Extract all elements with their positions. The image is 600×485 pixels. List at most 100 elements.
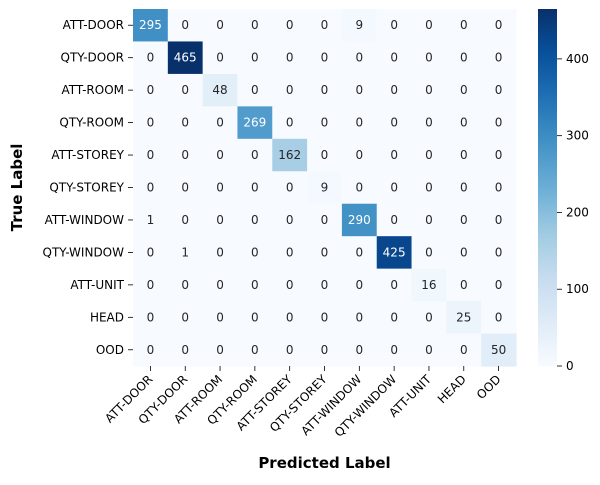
cell-label: 0 <box>147 148 155 162</box>
heatmap-cell <box>307 301 343 335</box>
cell-label: 0 <box>460 213 468 227</box>
heatmap-cell <box>481 9 517 43</box>
cell-label: 0 <box>321 51 329 65</box>
heatmap-cell <box>446 203 482 237</box>
heatmap-cell <box>133 203 169 237</box>
cell-label: 0 <box>495 245 503 259</box>
cell-label: 0 <box>390 116 398 130</box>
heatmap-cell <box>376 41 413 75</box>
y-tick-label: QTY-STOREY <box>49 181 124 195</box>
cell-label: 0 <box>251 181 259 195</box>
heatmap-cell <box>341 73 378 107</box>
cell-label: 0 <box>181 18 189 32</box>
cell-label: 0 <box>321 148 329 162</box>
heatmap-cell <box>167 138 204 172</box>
colorbar-tick-label: 0 <box>566 359 574 373</box>
heatmap-cell <box>341 301 378 335</box>
y-tick-label: QTY-ROOM <box>59 116 124 130</box>
cell-label: 0 <box>251 310 259 324</box>
cell-label: 0 <box>216 310 224 324</box>
cell-label: 0 <box>216 343 224 357</box>
cell-label: 0 <box>390 181 398 195</box>
heatmap-cell <box>411 171 447 205</box>
cell-label: 0 <box>460 278 468 292</box>
heatmap-cell <box>272 171 308 205</box>
cell-label: 0 <box>321 278 329 292</box>
cell-label: 0 <box>425 213 433 227</box>
heatmap-cell <box>133 236 169 270</box>
heatmap-cell <box>341 106 378 140</box>
heatmap-cell <box>341 203 378 237</box>
heatmap-cell <box>307 73 343 107</box>
heatmap-cell <box>376 203 413 237</box>
cell-label: 0 <box>425 343 433 357</box>
x-tick-label: OOD <box>474 372 504 402</box>
heatmap-cell <box>272 9 308 43</box>
heatmap-cell <box>133 333 169 367</box>
heatmap-cell <box>272 73 308 107</box>
heatmap-cell <box>411 9 447 43</box>
cell-label: 269 <box>243 116 266 130</box>
cell-label: 0 <box>390 51 398 65</box>
y-axis-label: True Label <box>8 144 26 232</box>
heatmap-cell <box>167 171 204 205</box>
heatmap-cell <box>133 9 169 43</box>
cell-label: 0 <box>460 148 468 162</box>
cell-label: 0 <box>181 310 189 324</box>
cell-label: 0 <box>390 18 398 32</box>
cell-label: 0 <box>286 343 294 357</box>
heatmap-cell <box>133 73 169 107</box>
cell-label: 0 <box>460 245 468 259</box>
heatmap-cell <box>202 333 239 367</box>
cell-label: 0 <box>216 181 224 195</box>
cell-label: 0 <box>425 310 433 324</box>
heatmap-cell <box>481 171 517 205</box>
cell-label: 0 <box>251 51 259 65</box>
cell-label: 0 <box>321 245 329 259</box>
cell-label: 0 <box>321 310 329 324</box>
heatmap-cell <box>202 171 239 205</box>
heatmap-cell <box>411 106 447 140</box>
heatmap-cell <box>202 268 239 302</box>
cell-label: 0 <box>355 51 363 65</box>
heatmap-cell <box>411 73 447 107</box>
heatmap-cell <box>376 138 413 172</box>
heatmap-cell <box>341 41 378 75</box>
heatmap-cell <box>411 333 447 367</box>
heatmap-cell <box>272 138 308 172</box>
cell-label: 0 <box>321 116 329 130</box>
cell-label: 0 <box>495 278 503 292</box>
cell-label: 0 <box>460 18 468 32</box>
cell-label: 0 <box>355 148 363 162</box>
cell-label: 0 <box>181 148 189 162</box>
cell-label: 0 <box>321 18 329 32</box>
cell-label: 16 <box>421 278 436 292</box>
cell-label: 0 <box>181 181 189 195</box>
cell-label: 0 <box>286 116 294 130</box>
cell-label: 0 <box>390 148 398 162</box>
heatmap-cell <box>237 138 273 172</box>
x-tick-label: ATT-WINDOW <box>298 372 364 438</box>
heatmap-cell <box>411 41 447 75</box>
colorbar-tick-label: 200 <box>566 205 589 219</box>
heatmap-cell <box>341 9 378 43</box>
heatmap-cell <box>133 138 169 172</box>
heatmap-cell <box>202 236 239 270</box>
heatmap-cell <box>481 268 517 302</box>
cell-label: 9 <box>355 18 363 32</box>
heatmap-cell <box>446 41 482 75</box>
cell-label: 0 <box>216 116 224 130</box>
heatmap-cell <box>237 268 273 302</box>
cell-label: 0 <box>495 116 503 130</box>
heatmap-cell <box>341 333 378 367</box>
y-tick-label: HEAD <box>90 310 124 324</box>
heatmap-cell <box>376 268 413 302</box>
heatmap-cell <box>133 301 169 335</box>
x-tick-label: HEAD <box>435 372 469 406</box>
heatmap-cell <box>411 138 447 172</box>
heatmap-cell <box>133 41 169 75</box>
cell-label: 0 <box>216 245 224 259</box>
cell-label: 0 <box>251 213 259 227</box>
colorbar-tick-label: 300 <box>566 129 589 143</box>
